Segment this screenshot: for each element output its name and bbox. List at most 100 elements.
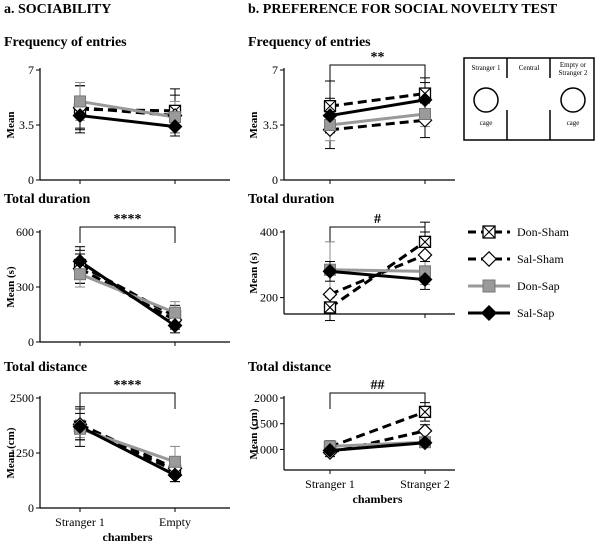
significance-label: ** [371, 50, 385, 65]
marker-sal-sham [417, 247, 433, 263]
marker-sal-sap [417, 435, 433, 451]
y-tick-label: 0 [272, 173, 278, 187]
y-tick-label: 1250 [10, 446, 34, 460]
section-a-title: a. SOCIABILITY [4, 2, 111, 17]
y-tick-label: 2500 [10, 391, 34, 405]
series-line-don-sham [329, 92, 426, 108]
y-tick-label: 3.5 [263, 118, 278, 132]
marker-sal-sap [322, 443, 338, 458]
y-tick-label: 200 [260, 291, 278, 305]
series-line-don-sap [79, 99, 176, 119]
significance-bracket [329, 392, 426, 409]
marker-sal-sap [417, 272, 433, 288]
marker-sal-sap [72, 253, 88, 269]
y-tick-label: 600 [16, 225, 34, 239]
diagram-label-right-1: Empty or [560, 61, 587, 69]
marker-sal-sap [167, 119, 183, 135]
marker-cross [419, 235, 431, 248]
panel-b1-title: Frequency of entries [248, 35, 371, 50]
significance-bracket [79, 392, 176, 409]
panel-b3-plot: 1000 1500 2000 Mean (cm) Stranger 1 Stranger … [248, 378, 455, 506]
x-tick-label: Empty [159, 515, 191, 529]
series-line-sal-sap [329, 441, 426, 452]
y-tick-label: 2000 [254, 391, 278, 405]
x-tick-label: Stranger 1 [305, 477, 355, 491]
panel-a3-plot: 0 1250 2500 Mean (cm) Stranger 1 Empty chamber… [5, 378, 230, 544]
significance-label: # [374, 212, 381, 227]
marker-don-sap [74, 268, 86, 281]
marker-sal-sap [72, 108, 88, 124]
marker-don-sap [74, 95, 86, 108]
marker-sal-sap [72, 419, 88, 435]
y-axis-label: Mean (s) [5, 266, 17, 308]
marker-don-sap [419, 108, 431, 120]
y-axis-label: Mean (cm) [248, 408, 260, 459]
legend-label-sal-sap: Sal-Sap [517, 306, 554, 320]
series-line-sal-sap [329, 269, 426, 282]
significance-label: **** [114, 378, 142, 393]
y-axis-label: Mean [248, 112, 260, 139]
y-tick-label: 400 [260, 225, 278, 239]
marker-sal-sap [480, 304, 498, 322]
y-axis-label: Mean (s) [248, 252, 260, 294]
marker-sal-sap [417, 92, 433, 108]
panel-a1-plot: 0 3.5 7 Mean [5, 63, 230, 187]
marker-cross [324, 301, 336, 314]
series-line-sal-sham [329, 253, 426, 296]
legend-label-don-sap: Don-Sap [517, 279, 560, 293]
series-line-sal-sap [79, 425, 176, 477]
y-tick-label: 0 [28, 501, 34, 515]
diagram-label-right-2: Stranger 2 [559, 69, 588, 77]
series-line-don-sap [329, 112, 426, 127]
series-line-sal-sap [79, 114, 176, 129]
diagram-label-left: Stranger 1 [472, 64, 501, 72]
series-line-don-sap [329, 268, 426, 273]
series-line-sal-sham [79, 267, 176, 322]
y-tick-label: 0 [28, 335, 34, 349]
series-line-sal-sham [79, 106, 176, 118]
legend-label-don-sham: Don-Sham [517, 225, 570, 239]
marker-sal-sap [322, 263, 338, 279]
y-tick-label: 1000 [254, 442, 278, 456]
y-tick-label: 7 [272, 63, 278, 77]
cage-right-icon [560, 87, 586, 113]
apparatus-outline [463, 57, 595, 141]
legend: Don-Sham Sal-Sham Don-Sap Sal-Sap [468, 225, 570, 322]
significance-label: **** [114, 212, 142, 227]
y-tick-label: 1500 [254, 417, 278, 431]
marker-don-sap [169, 306, 181, 319]
panel-a3-title: Total distance [4, 360, 87, 375]
panel-b1-plot: 0 3.5 7 Mean ** [248, 50, 455, 187]
y-tick-label: 300 [16, 280, 34, 294]
panel-b2-title: Total duration [248, 192, 334, 207]
marker-don-sap [169, 455, 181, 468]
y-tick-label: 7 [28, 63, 34, 77]
x-axis-label: chambers [353, 492, 403, 506]
marker-sal-sap [167, 467, 183, 483]
panel-b3-title: Total distance [248, 360, 331, 375]
diagram-cage-label-left: cage [480, 119, 493, 127]
x-tick-label: Stranger 2 [400, 477, 450, 491]
panel-a2-plot: 0 300 600 Mean (s) **** [5, 212, 230, 349]
x-axis-label: chambers [103, 530, 153, 544]
diagram-cage-label-right: cage [567, 119, 580, 127]
series-line-sal-sham [329, 118, 426, 132]
marker-sal-sap [167, 318, 183, 333]
marker-sal-sap [322, 108, 338, 124]
series-line-don-sham [329, 410, 426, 449]
y-axis-label: Mean (cm) [5, 427, 17, 478]
marker-cross [482, 225, 496, 239]
significance-bracket [329, 64, 426, 81]
series-line-sal-sham [79, 423, 176, 470]
y-tick-label: 3.5 [19, 118, 34, 132]
marker-sal-sham [480, 250, 498, 268]
series-line-sal-sap [79, 260, 176, 327]
apparatus-diagram: Stranger 1 Central Empty or Stranger 2 c… [463, 57, 595, 141]
marker-cross [419, 405, 431, 418]
section-b-title: b. PREFERENCE FOR SOCIAL NOVELTY TEST [248, 2, 558, 17]
y-axis-label: Mean [5, 112, 17, 139]
marker-don-sap [482, 279, 496, 293]
series-line-sal-sap [329, 98, 426, 118]
significance-bracket [79, 226, 176, 243]
